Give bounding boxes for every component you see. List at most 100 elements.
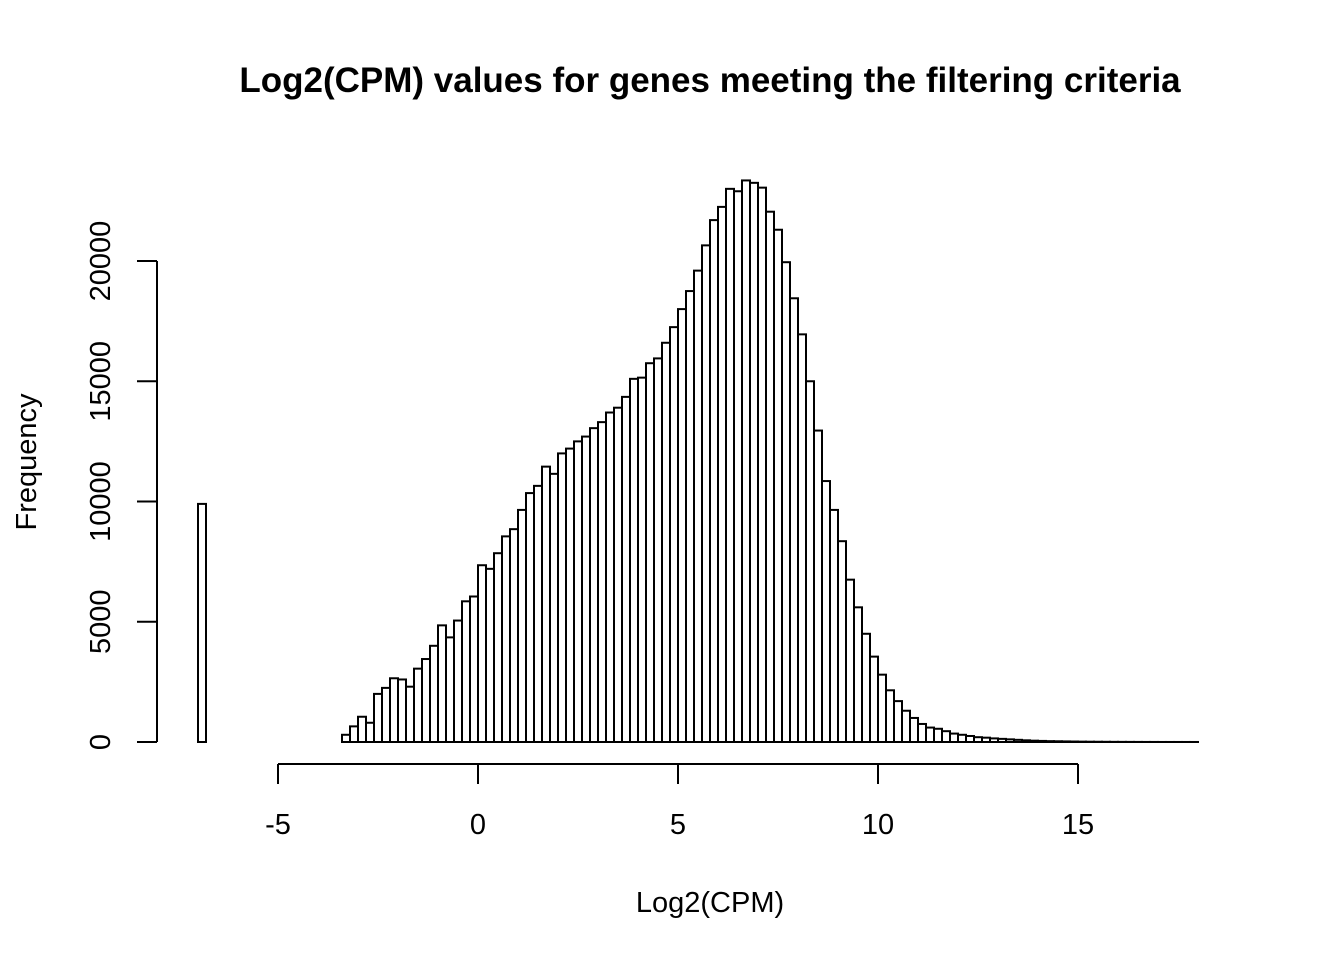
histogram-bar xyxy=(749,181,759,743)
histogram-bar xyxy=(877,673,887,743)
histogram-bar xyxy=(501,535,511,743)
histogram-bar xyxy=(197,502,207,743)
x-tick-label: 0 xyxy=(470,809,486,841)
histogram-bar xyxy=(533,484,543,743)
histogram-bar xyxy=(509,528,519,743)
histogram-bar xyxy=(893,700,903,743)
histogram-bar xyxy=(861,632,871,744)
histogram-bar xyxy=(349,725,359,743)
x-tick-label: 15 xyxy=(1062,809,1094,841)
histogram-bar xyxy=(965,734,975,743)
histogram-bar xyxy=(941,730,951,743)
histogram-bar xyxy=(461,600,471,743)
histogram-bar xyxy=(549,472,559,743)
histogram-bar xyxy=(1021,739,1031,744)
histogram-bar xyxy=(669,326,679,743)
y-tick-label: 0 xyxy=(85,734,117,750)
histogram-bar xyxy=(797,333,807,743)
y-tick-label: 15000 xyxy=(85,341,117,422)
histogram-bar xyxy=(525,492,535,743)
histogram-bar xyxy=(957,733,967,743)
histogram-bar xyxy=(581,435,591,743)
histogram-bar xyxy=(573,440,583,743)
histogram-bar xyxy=(453,619,463,743)
histogram-bar xyxy=(869,655,879,743)
histogram-bar xyxy=(485,567,495,744)
histogram-bar xyxy=(637,376,647,743)
histogram-bar xyxy=(805,380,815,743)
histogram-bar xyxy=(1005,738,1015,743)
histogram-bar xyxy=(709,219,719,744)
histogram-bar xyxy=(917,722,927,744)
histogram-bar xyxy=(613,406,623,743)
histogram-bar xyxy=(373,692,383,744)
histogram-bar xyxy=(741,179,751,743)
histogram-bar xyxy=(701,244,711,743)
histogram-bar xyxy=(1037,739,1047,743)
x-axis: -5 0 5 10 15 xyxy=(265,763,1094,841)
histogram-bar xyxy=(605,411,615,743)
histogram-bar xyxy=(1061,740,1071,743)
histogram-bar xyxy=(629,377,639,743)
histogram-bar xyxy=(1013,738,1023,744)
histogram-bar xyxy=(813,429,823,743)
y-tick-label: 5000 xyxy=(85,589,117,654)
histogram-bar xyxy=(445,636,455,744)
histogram-bar xyxy=(789,297,799,743)
histogram-bar xyxy=(725,187,735,744)
histogram-bar xyxy=(493,552,503,744)
histogram-bar xyxy=(949,732,959,744)
histogram-bar xyxy=(845,578,855,743)
histogram-bar xyxy=(933,727,943,744)
histogram-bar xyxy=(381,686,391,744)
histogram-bar xyxy=(597,421,607,743)
histogram-bar xyxy=(421,658,431,744)
histogram-bar xyxy=(981,736,991,744)
histogram-bar xyxy=(661,341,671,743)
histogram-bar xyxy=(997,737,1007,743)
histogram-bar xyxy=(677,308,687,743)
histogram-bar xyxy=(1045,740,1055,744)
histogram-bar xyxy=(781,261,791,743)
y-tick-label: 10000 xyxy=(85,461,117,542)
histogram-bar xyxy=(765,210,775,743)
histogram-bar xyxy=(973,736,983,744)
histogram-bar xyxy=(853,606,863,743)
histogram-bar xyxy=(773,228,783,744)
histogram-bar xyxy=(357,715,367,743)
histogram-bar xyxy=(517,508,527,744)
histogram-bar xyxy=(685,290,695,743)
histogram-bar xyxy=(837,540,847,743)
histogram-bar xyxy=(389,677,399,744)
histogram-bar xyxy=(565,447,575,743)
histogram-bar xyxy=(925,726,935,744)
histogram-bars xyxy=(197,179,1199,744)
histogram-bar xyxy=(405,685,415,743)
histogram-bar xyxy=(645,362,655,743)
y-axis: 0 5000 10000 15000 20000 xyxy=(85,221,158,750)
histogram-bar xyxy=(557,452,567,743)
x-tick-label: 10 xyxy=(862,809,894,841)
histogram-bar xyxy=(621,395,631,743)
histogram-bar xyxy=(757,186,767,743)
histogram-bar xyxy=(693,269,703,743)
histogram-bar xyxy=(1029,739,1039,743)
histogram-bar xyxy=(653,357,663,743)
histogram-bar xyxy=(541,465,551,743)
histogram-bar xyxy=(829,508,839,744)
histogram-bar xyxy=(397,678,407,743)
histogram-bar xyxy=(1053,740,1063,744)
y-tick-label: 20000 xyxy=(85,221,117,302)
x-axis-label: Log2(CPM) xyxy=(636,887,784,919)
histogram-bar xyxy=(413,667,423,744)
histogram-bar xyxy=(589,427,599,743)
x-tick-label: -5 xyxy=(265,809,291,841)
histogram-bar xyxy=(477,564,487,743)
histogram-bar xyxy=(717,205,727,743)
histogram-bar xyxy=(733,190,743,743)
histogram-bar xyxy=(429,644,439,743)
y-axis-label: Frequency xyxy=(11,393,43,531)
histogram-bar xyxy=(989,737,999,744)
histogram-bar xyxy=(901,709,911,743)
